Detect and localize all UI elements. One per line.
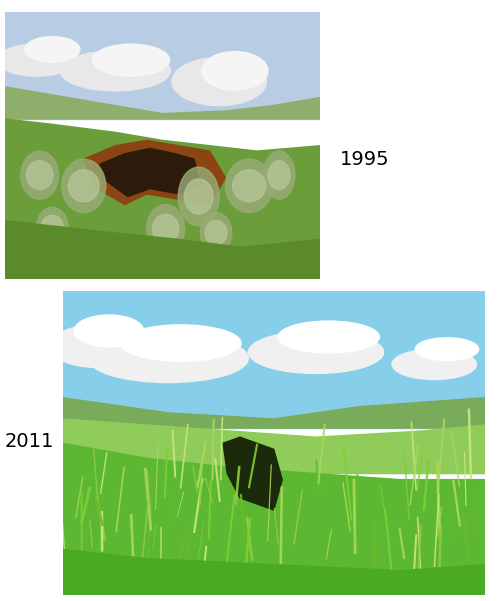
Ellipse shape — [0, 44, 76, 76]
Text: 2011: 2011 — [5, 432, 54, 451]
Polygon shape — [5, 87, 320, 119]
Ellipse shape — [152, 214, 179, 243]
Ellipse shape — [184, 179, 213, 214]
Ellipse shape — [60, 51, 170, 91]
Polygon shape — [62, 444, 485, 595]
Bar — [5, 12, 320, 119]
Ellipse shape — [232, 170, 266, 202]
Ellipse shape — [172, 58, 266, 106]
Ellipse shape — [178, 167, 219, 226]
Polygon shape — [62, 419, 485, 474]
Polygon shape — [100, 148, 200, 197]
Ellipse shape — [50, 325, 143, 367]
Ellipse shape — [62, 159, 106, 213]
Ellipse shape — [24, 37, 80, 63]
Ellipse shape — [392, 349, 476, 379]
Ellipse shape — [21, 151, 59, 199]
Polygon shape — [5, 119, 320, 279]
Ellipse shape — [36, 207, 68, 248]
Bar — [62, 291, 485, 428]
Ellipse shape — [26, 160, 53, 189]
Ellipse shape — [278, 321, 380, 353]
Ellipse shape — [202, 52, 268, 90]
Ellipse shape — [74, 315, 144, 347]
Ellipse shape — [120, 325, 241, 361]
Polygon shape — [223, 437, 282, 510]
Ellipse shape — [147, 204, 184, 252]
Ellipse shape — [41, 215, 64, 239]
Text: 1995: 1995 — [340, 150, 390, 169]
Ellipse shape — [68, 170, 99, 202]
Ellipse shape — [88, 334, 248, 382]
Ellipse shape — [268, 160, 290, 189]
Polygon shape — [5, 221, 320, 279]
Ellipse shape — [92, 44, 170, 76]
Ellipse shape — [264, 151, 295, 199]
Polygon shape — [62, 549, 485, 595]
Ellipse shape — [416, 338, 478, 361]
Ellipse shape — [248, 331, 384, 373]
Polygon shape — [84, 141, 226, 204]
Ellipse shape — [226, 159, 273, 213]
Polygon shape — [62, 398, 485, 428]
Ellipse shape — [200, 213, 232, 252]
Ellipse shape — [205, 221, 227, 245]
